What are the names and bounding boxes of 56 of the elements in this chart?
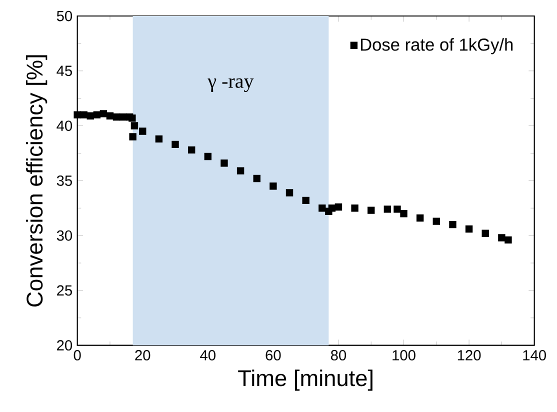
point (80, 111, 88, 118)
y-tick-label: 40 (56, 120, 72, 131)
point (270, 182, 277, 190)
point (129, 133, 136, 140)
legend-label: Dose rate of 1kGy/h (360, 38, 513, 54)
point (334, 203, 342, 211)
y-tick-label: 50 (56, 10, 72, 22)
band-label: γ -ray (208, 78, 254, 92)
point (394, 206, 401, 213)
point (504, 236, 512, 244)
point (112, 113, 120, 121)
point (188, 146, 196, 154)
y-tick-label: 30 (56, 230, 72, 241)
y-tick-label: 20 (57, 340, 72, 351)
x-tick-label: 20 (135, 350, 150, 360)
y-tick-label: 35 (56, 175, 72, 186)
point (498, 234, 506, 242)
point (130, 122, 138, 130)
point (86, 112, 94, 120)
x-tick-label: 80 (330, 350, 346, 360)
x-tick-label: 140 (523, 350, 546, 360)
y-tick-label: 25 (57, 285, 72, 296)
point (384, 206, 392, 213)
x-tick-label: 120 (458, 350, 481, 360)
point (351, 204, 358, 212)
point (432, 218, 440, 225)
x-tick-label: 100 (392, 350, 416, 360)
point (139, 128, 146, 135)
point (328, 204, 336, 212)
point (128, 114, 136, 122)
point (220, 160, 228, 167)
point (482, 230, 489, 237)
point (286, 189, 294, 196)
x-tick-label: 60 (266, 350, 281, 360)
point (236, 167, 244, 174)
point (106, 112, 114, 120)
point (155, 135, 163, 143)
point (119, 113, 127, 121)
y-tick-label: 45 (56, 66, 72, 76)
point (74, 111, 81, 118)
point (93, 111, 101, 118)
point (400, 210, 408, 218)
point (302, 196, 310, 204)
point (416, 214, 424, 222)
point (172, 140, 179, 148)
point (449, 220, 456, 228)
point (368, 206, 375, 214)
x-tick-label: 0 (74, 350, 81, 360)
point (204, 152, 212, 160)
x-axis-title: Time [minute] (238, 370, 372, 391)
point (318, 204, 326, 212)
x-tick-label: 40 (200, 350, 216, 360)
y-axis-title: Conversion efficiency [%] (26, 55, 48, 307)
point (465, 225, 473, 233)
point (253, 174, 260, 182)
point (100, 110, 108, 118)
